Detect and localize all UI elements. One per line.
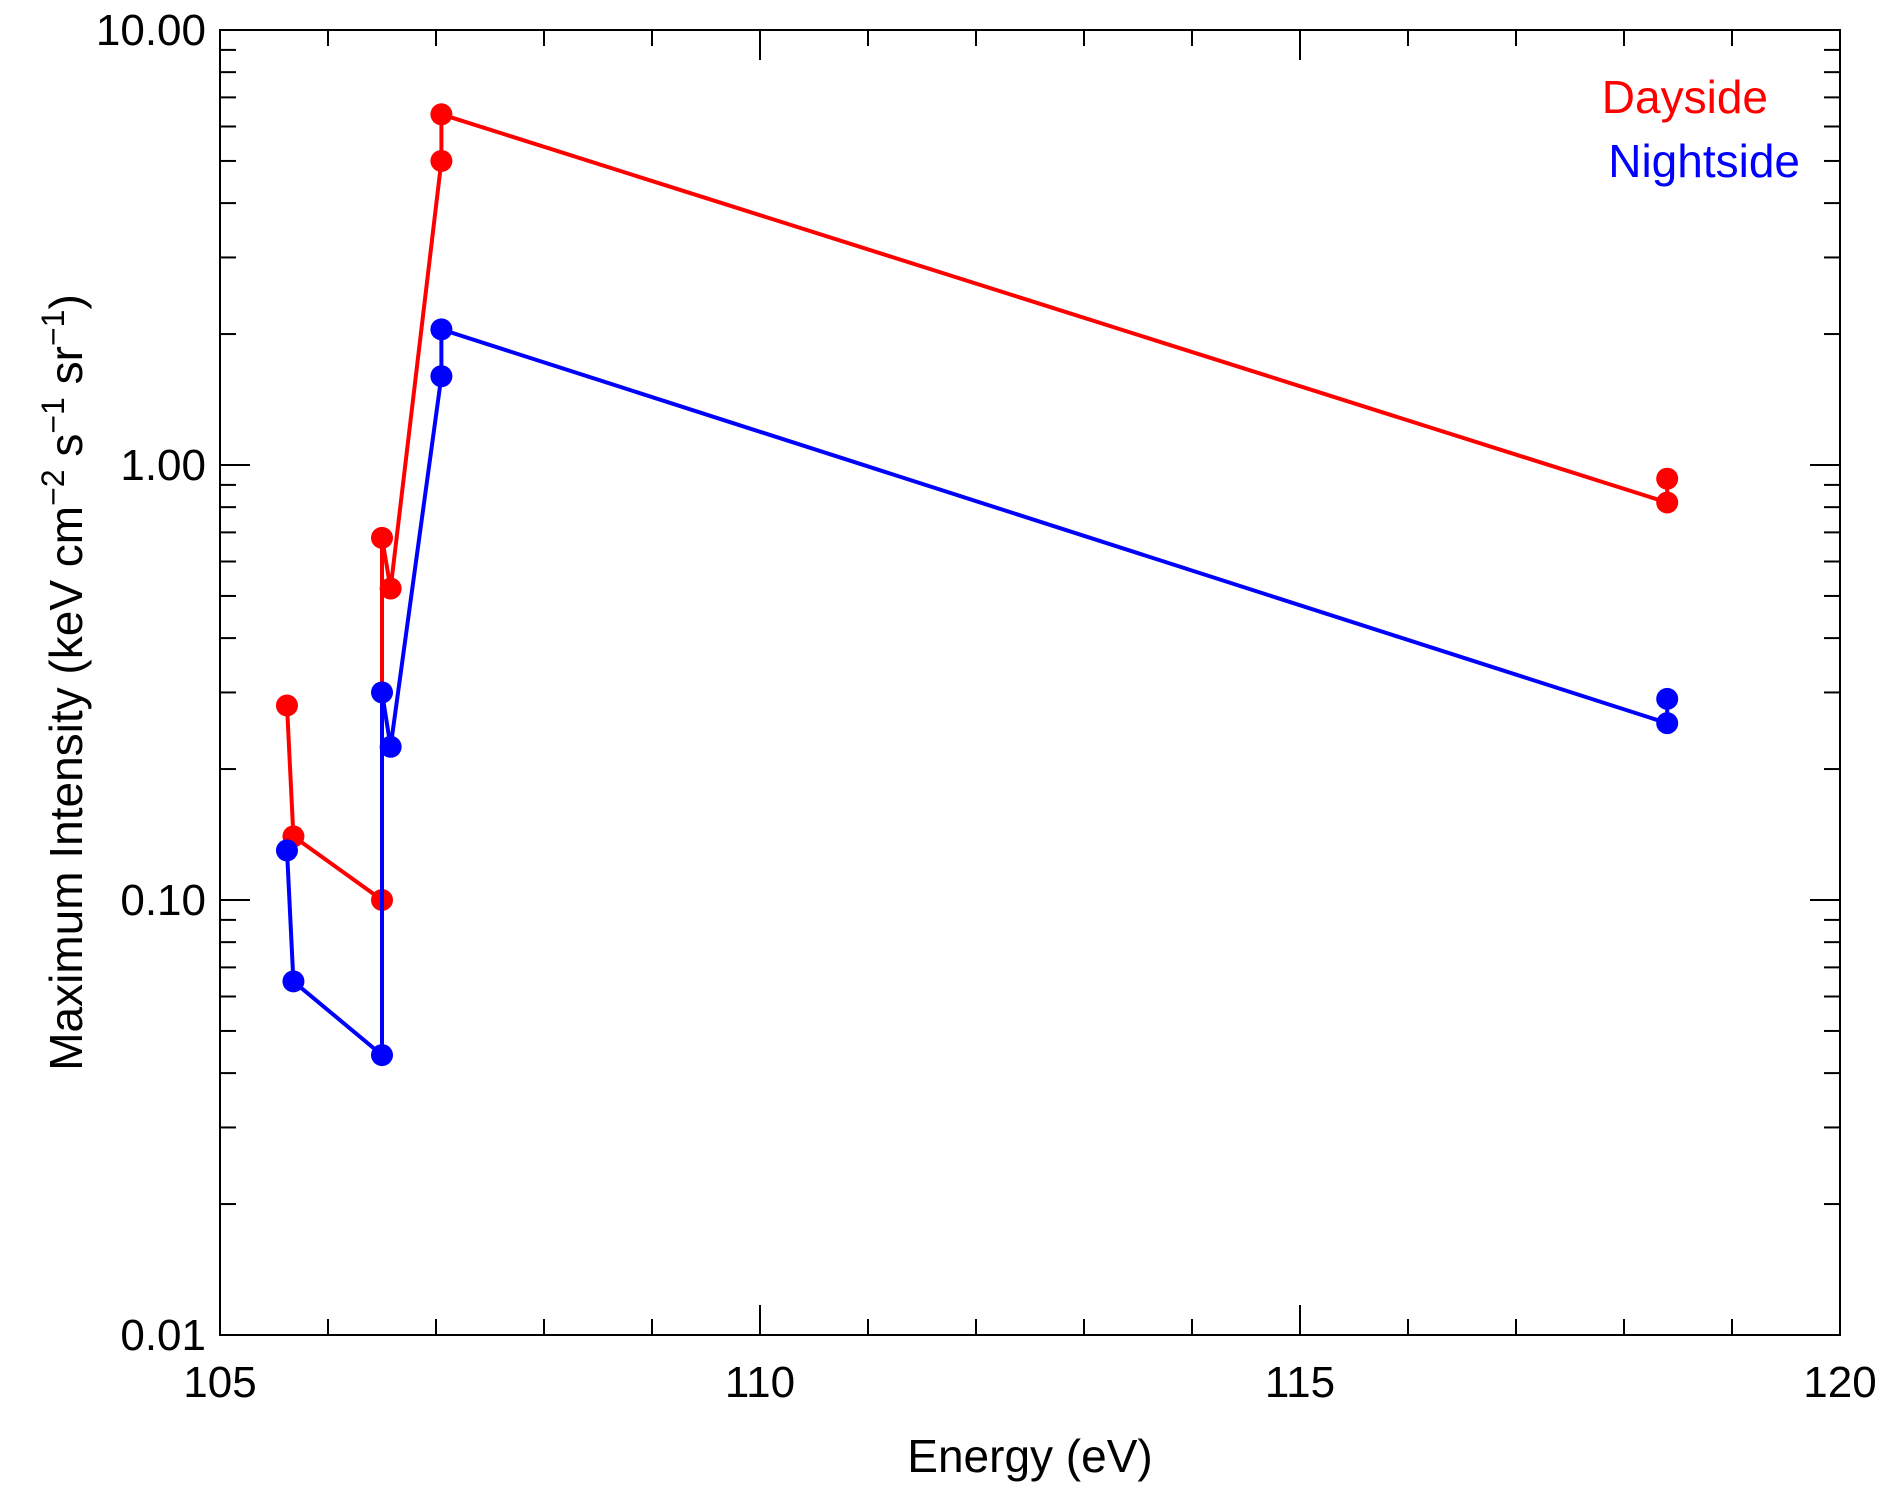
data-point-dayside	[430, 103, 453, 126]
x-tick-label: 115	[1265, 1358, 1335, 1407]
data-point-nightside	[430, 365, 453, 388]
x-tick-label: 105	[183, 1358, 256, 1407]
series-line-dayside	[285, 112, 1670, 902]
series-dayside	[275, 103, 1679, 911]
x-axis-title: Energy (eV)	[907, 1430, 1152, 1482]
y-axis-title-mid2: sr	[40, 346, 92, 397]
data-point-nightside	[371, 681, 393, 704]
y-axis-title-suffix: )	[40, 294, 92, 309]
x-tick-label: 120	[1803, 1358, 1876, 1407]
data-point-dayside	[1656, 491, 1679, 514]
y-axis-title: Maximum Intensity (keV cm−2 s−1 sr−1)	[35, 294, 92, 1071]
data-point-nightside	[430, 318, 453, 341]
major-ticks	[219, 29, 1841, 1336]
y-tick-label: 0.10	[120, 876, 206, 925]
y-axis-title-mid: s	[40, 434, 92, 470]
x-tick-labels: 105 110 115 120	[183, 1358, 1876, 1407]
data-point-nightside	[275, 839, 298, 862]
y-tick-label: 10.00	[96, 6, 206, 55]
data-point-nightside	[282, 970, 305, 993]
y-tick-labels: 0.01 0.10 1.00 10.00	[96, 6, 206, 1360]
legend-dayside: Dayside	[1602, 71, 1768, 123]
series-layer	[275, 103, 1679, 1067]
y-tick-label: 1.00	[120, 441, 206, 490]
data-point-dayside	[430, 149, 453, 172]
y-axis-title-exp1: −2	[35, 469, 71, 505]
data-point-nightside	[379, 735, 402, 758]
data-point-nightside	[1656, 712, 1679, 735]
legend-nightside: Nightside	[1608, 135, 1800, 187]
y-axis-title-prefix: Maximum Intensity (keV cm	[40, 506, 92, 1071]
series-nightside	[275, 318, 1679, 1067]
data-point-dayside	[379, 577, 402, 600]
plot-frame	[219, 29, 1841, 1336]
x-tick-label: 110	[725, 1358, 795, 1407]
data-point-dayside	[1656, 467, 1679, 490]
data-point-nightside	[371, 1044, 393, 1067]
minor-ticks	[220, 30, 1840, 1335]
data-point-nightside	[1656, 687, 1679, 710]
y-axis-title-exp2: −1	[35, 397, 71, 433]
data-point-dayside	[371, 526, 393, 549]
y-axis-title-exp3: −1	[35, 310, 71, 346]
data-point-dayside	[275, 694, 298, 717]
y-tick-label: 0.01	[120, 1311, 206, 1360]
